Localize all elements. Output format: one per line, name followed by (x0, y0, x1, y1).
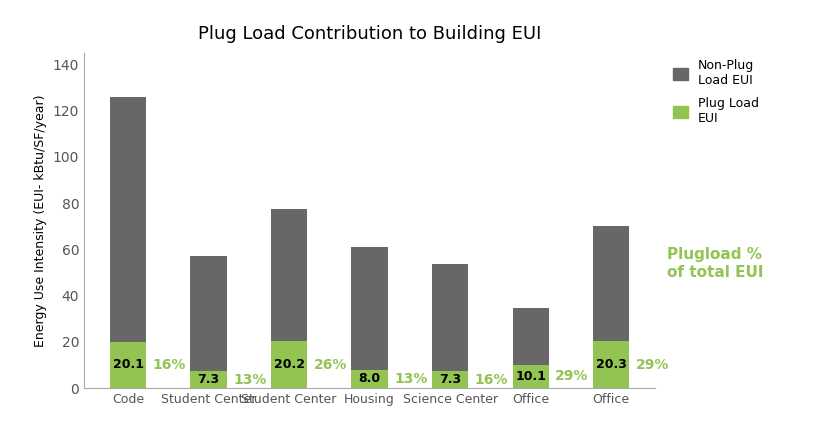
Bar (351, 370, 388, 388)
Bar (593, 341, 629, 388)
Bar (512, 308, 549, 365)
Text: 7.3: 7.3 (197, 373, 219, 386)
Title: Plug Load Contribution to Building EUI: Plug Load Contribution to Building EUI (198, 25, 541, 43)
Bar (110, 97, 146, 342)
Legend: Non-Plug
Load EUI, Plug Load
EUI: Non-Plug Load EUI, Plug Load EUI (673, 59, 759, 125)
Text: 13%: 13% (394, 372, 428, 386)
Text: 16%: 16% (153, 358, 186, 372)
Text: 16%: 16% (475, 373, 508, 387)
Text: 10.1: 10.1 (515, 370, 546, 383)
Text: 7.3: 7.3 (439, 373, 461, 386)
Bar (432, 371, 468, 388)
Bar (271, 209, 307, 341)
Bar (191, 256, 227, 371)
Bar (271, 341, 307, 388)
Bar (110, 342, 146, 388)
Text: 13%: 13% (234, 373, 266, 387)
Text: 20.1: 20.1 (113, 359, 144, 371)
Text: 26%: 26% (313, 358, 347, 372)
Text: Plugload %
of total EUI: Plugload % of total EUI (667, 247, 763, 280)
Bar (432, 265, 468, 371)
Text: 20.3: 20.3 (596, 358, 627, 371)
Text: 29%: 29% (636, 358, 669, 372)
Text: 20.2: 20.2 (274, 358, 305, 371)
Bar (351, 247, 388, 370)
Text: 8.0: 8.0 (359, 372, 381, 385)
Bar (191, 371, 227, 388)
Y-axis label: Energy Use Intensity (EUI- kBtu/SF/year): Energy Use Intensity (EUI- kBtu/SF/year) (34, 94, 47, 347)
Text: 29%: 29% (555, 370, 589, 383)
Bar (512, 365, 549, 388)
Bar (593, 226, 629, 341)
